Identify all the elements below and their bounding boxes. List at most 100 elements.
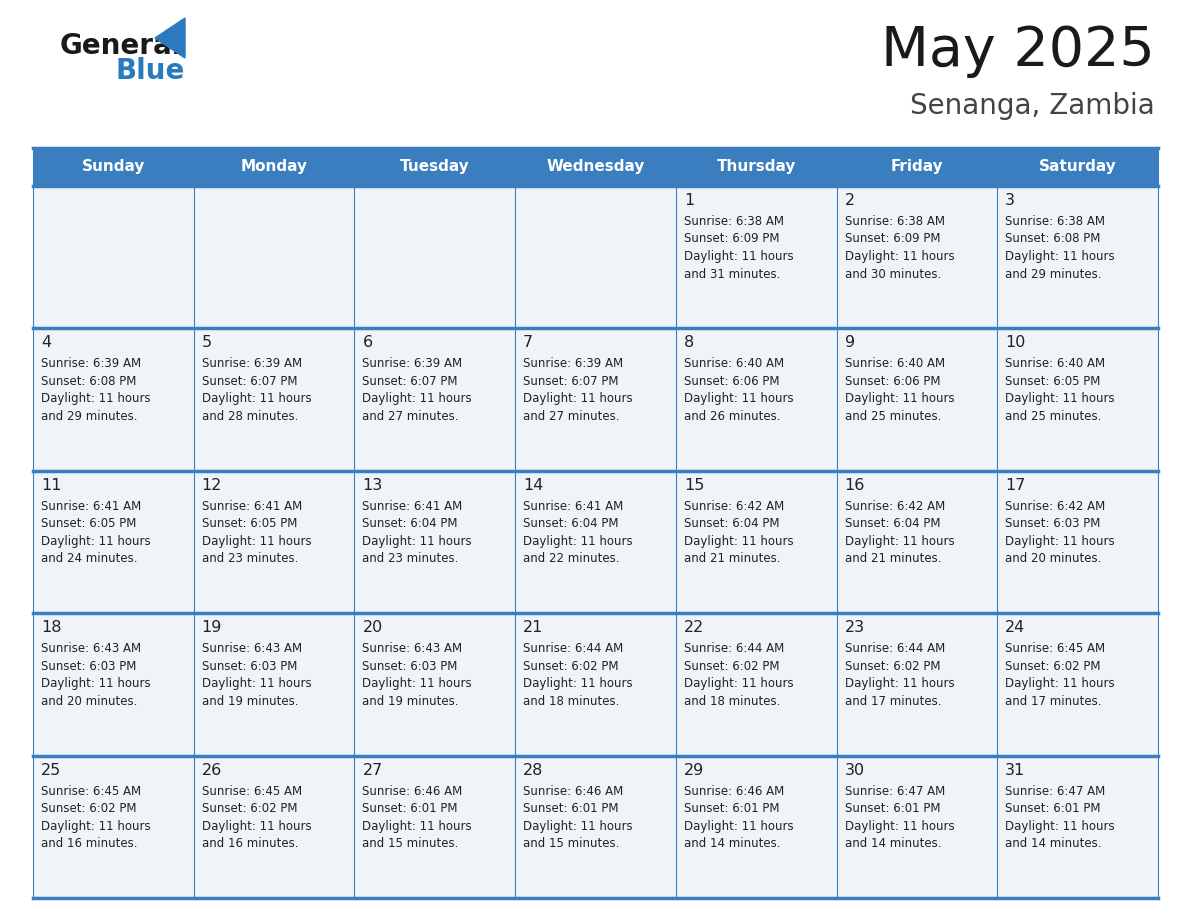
- Text: Sunset: 6:09 PM: Sunset: 6:09 PM: [845, 232, 940, 245]
- Text: Sunset: 6:08 PM: Sunset: 6:08 PM: [42, 375, 137, 388]
- Text: and 29 minutes.: and 29 minutes.: [42, 410, 138, 423]
- Text: 8: 8: [684, 335, 694, 351]
- Text: Sunset: 6:02 PM: Sunset: 6:02 PM: [202, 802, 297, 815]
- Text: and 27 minutes.: and 27 minutes.: [362, 410, 459, 423]
- Text: Daylight: 11 hours: Daylight: 11 hours: [362, 535, 472, 548]
- Text: Sunrise: 6:40 AM: Sunrise: 6:40 AM: [684, 357, 784, 370]
- Text: Daylight: 11 hours: Daylight: 11 hours: [845, 250, 954, 263]
- Text: Daylight: 11 hours: Daylight: 11 hours: [42, 677, 151, 690]
- Text: 16: 16: [845, 477, 865, 493]
- Text: Sunrise: 6:46 AM: Sunrise: 6:46 AM: [523, 785, 624, 798]
- Text: Daylight: 11 hours: Daylight: 11 hours: [202, 535, 311, 548]
- Text: and 24 minutes.: and 24 minutes.: [42, 553, 138, 565]
- Text: Daylight: 11 hours: Daylight: 11 hours: [202, 392, 311, 406]
- Text: 18: 18: [42, 621, 62, 635]
- Text: and 16 minutes.: and 16 minutes.: [42, 837, 138, 850]
- Text: Sunset: 6:03 PM: Sunset: 6:03 PM: [42, 660, 137, 673]
- Text: Sunrise: 6:43 AM: Sunrise: 6:43 AM: [202, 643, 302, 655]
- Text: Sunrise: 6:47 AM: Sunrise: 6:47 AM: [1005, 785, 1106, 798]
- Text: Sunset: 6:01 PM: Sunset: 6:01 PM: [523, 802, 619, 815]
- Text: and 31 minutes.: and 31 minutes.: [684, 267, 781, 281]
- Text: Sunset: 6:05 PM: Sunset: 6:05 PM: [1005, 375, 1100, 388]
- Text: Wednesday: Wednesday: [546, 160, 645, 174]
- Text: Sunset: 6:03 PM: Sunset: 6:03 PM: [202, 660, 297, 673]
- Text: Daylight: 11 hours: Daylight: 11 hours: [42, 535, 151, 548]
- Text: Daylight: 11 hours: Daylight: 11 hours: [362, 392, 472, 406]
- Text: Monday: Monday: [241, 160, 308, 174]
- Text: Senanga, Zambia: Senanga, Zambia: [910, 92, 1155, 120]
- Text: and 26 minutes.: and 26 minutes.: [684, 410, 781, 423]
- Text: and 19 minutes.: and 19 minutes.: [202, 695, 298, 708]
- Text: 24: 24: [1005, 621, 1025, 635]
- Text: and 15 minutes.: and 15 minutes.: [362, 837, 459, 850]
- Text: Sunrise: 6:42 AM: Sunrise: 6:42 AM: [1005, 499, 1106, 513]
- Text: 21: 21: [523, 621, 544, 635]
- Text: Sunrise: 6:42 AM: Sunrise: 6:42 AM: [845, 499, 944, 513]
- Text: General: General: [61, 32, 183, 60]
- Text: Sunset: 6:03 PM: Sunset: 6:03 PM: [362, 660, 457, 673]
- Text: and 16 minutes.: and 16 minutes.: [202, 837, 298, 850]
- Text: Sunset: 6:05 PM: Sunset: 6:05 PM: [42, 518, 137, 531]
- Text: and 20 minutes.: and 20 minutes.: [1005, 553, 1101, 565]
- Text: Sunset: 6:06 PM: Sunset: 6:06 PM: [845, 375, 940, 388]
- Text: Sunrise: 6:45 AM: Sunrise: 6:45 AM: [1005, 643, 1105, 655]
- Text: Sunset: 6:02 PM: Sunset: 6:02 PM: [684, 660, 779, 673]
- Text: Sunset: 6:09 PM: Sunset: 6:09 PM: [684, 232, 779, 245]
- Text: Sunrise: 6:42 AM: Sunrise: 6:42 AM: [684, 499, 784, 513]
- Text: Sunset: 6:07 PM: Sunset: 6:07 PM: [523, 375, 619, 388]
- Text: Sunrise: 6:46 AM: Sunrise: 6:46 AM: [362, 785, 462, 798]
- Text: Daylight: 11 hours: Daylight: 11 hours: [845, 820, 954, 833]
- Text: Sunset: 6:02 PM: Sunset: 6:02 PM: [42, 802, 137, 815]
- Bar: [33, 471, 1158, 613]
- Text: Daylight: 11 hours: Daylight: 11 hours: [523, 677, 633, 690]
- Text: Daylight: 11 hours: Daylight: 11 hours: [523, 392, 633, 406]
- Text: Sunrise: 6:41 AM: Sunrise: 6:41 AM: [42, 499, 141, 513]
- Bar: [33, 613, 1158, 756]
- Text: 4: 4: [42, 335, 51, 351]
- Text: Sunset: 6:04 PM: Sunset: 6:04 PM: [523, 518, 619, 531]
- Text: Sunrise: 6:44 AM: Sunrise: 6:44 AM: [523, 643, 624, 655]
- Text: Sunset: 6:07 PM: Sunset: 6:07 PM: [202, 375, 297, 388]
- Text: 27: 27: [362, 763, 383, 778]
- Text: and 14 minutes.: and 14 minutes.: [1005, 837, 1101, 850]
- Text: Daylight: 11 hours: Daylight: 11 hours: [523, 535, 633, 548]
- Text: Sunset: 6:01 PM: Sunset: 6:01 PM: [845, 802, 940, 815]
- Text: Sunrise: 6:47 AM: Sunrise: 6:47 AM: [845, 785, 944, 798]
- Text: 28: 28: [523, 763, 544, 778]
- Text: 30: 30: [845, 763, 865, 778]
- Text: Daylight: 11 hours: Daylight: 11 hours: [1005, 392, 1114, 406]
- Text: Sunset: 6:01 PM: Sunset: 6:01 PM: [684, 802, 779, 815]
- Text: and 21 minutes.: and 21 minutes.: [845, 553, 941, 565]
- Text: and 17 minutes.: and 17 minutes.: [845, 695, 941, 708]
- Text: 23: 23: [845, 621, 865, 635]
- Text: Sunrise: 6:41 AM: Sunrise: 6:41 AM: [362, 499, 462, 513]
- Bar: [33, 329, 1158, 471]
- Text: and 18 minutes.: and 18 minutes.: [684, 695, 781, 708]
- Bar: [33, 186, 1158, 329]
- Bar: [33, 756, 1158, 898]
- Text: 15: 15: [684, 477, 704, 493]
- Text: 12: 12: [202, 477, 222, 493]
- Text: Sunrise: 6:40 AM: Sunrise: 6:40 AM: [845, 357, 944, 370]
- Text: 1: 1: [684, 193, 694, 208]
- Text: Sunset: 6:02 PM: Sunset: 6:02 PM: [845, 660, 940, 673]
- Text: Daylight: 11 hours: Daylight: 11 hours: [1005, 677, 1114, 690]
- Text: Sunrise: 6:38 AM: Sunrise: 6:38 AM: [1005, 215, 1105, 228]
- Text: Sunset: 6:04 PM: Sunset: 6:04 PM: [845, 518, 940, 531]
- Text: Sunrise: 6:46 AM: Sunrise: 6:46 AM: [684, 785, 784, 798]
- Text: and 25 minutes.: and 25 minutes.: [845, 410, 941, 423]
- Text: Sunset: 6:08 PM: Sunset: 6:08 PM: [1005, 232, 1100, 245]
- Text: Daylight: 11 hours: Daylight: 11 hours: [362, 820, 472, 833]
- Text: Sunday: Sunday: [82, 160, 145, 174]
- Text: and 27 minutes.: and 27 minutes.: [523, 410, 620, 423]
- Text: Sunrise: 6:45 AM: Sunrise: 6:45 AM: [42, 785, 141, 798]
- Text: and 21 minutes.: and 21 minutes.: [684, 553, 781, 565]
- Text: Sunrise: 6:41 AM: Sunrise: 6:41 AM: [523, 499, 624, 513]
- Text: Sunrise: 6:39 AM: Sunrise: 6:39 AM: [362, 357, 462, 370]
- Text: Sunset: 6:04 PM: Sunset: 6:04 PM: [684, 518, 779, 531]
- Text: Sunset: 6:07 PM: Sunset: 6:07 PM: [362, 375, 457, 388]
- Text: and 25 minutes.: and 25 minutes.: [1005, 410, 1101, 423]
- Text: Daylight: 11 hours: Daylight: 11 hours: [684, 250, 794, 263]
- Text: Sunrise: 6:39 AM: Sunrise: 6:39 AM: [202, 357, 302, 370]
- Text: Sunrise: 6:40 AM: Sunrise: 6:40 AM: [1005, 357, 1105, 370]
